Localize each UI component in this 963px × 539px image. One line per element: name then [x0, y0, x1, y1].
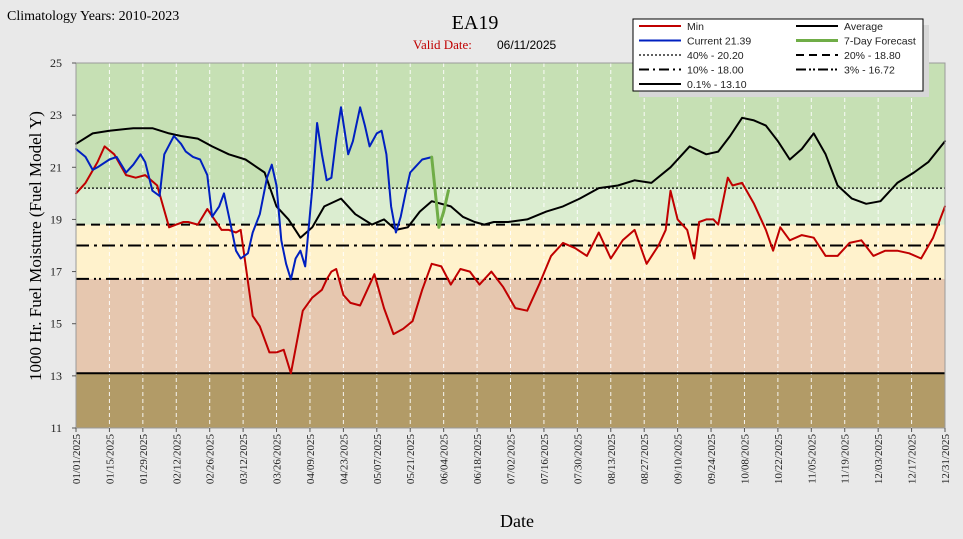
y-tick-label: 23 [50, 108, 62, 122]
y-axis-label: 1000 Hr. Fuel Moisture (Fuel Model Y) [26, 111, 45, 381]
legend-label-current: Current 21.39 [687, 36, 751, 48]
y-tick-label: 19 [50, 212, 62, 226]
threshold-lines [76, 187, 945, 375]
x-tick-label: 05/07/2025 [372, 434, 384, 485]
series-line-current [75, 106, 433, 281]
x-tick-label: 01/15/2025 [104, 434, 116, 485]
legend-label-p40: 40% - 20.20 [687, 50, 744, 62]
y-tick-label: 21 [50, 160, 62, 174]
x-tick-label: 07/16/2025 [539, 434, 551, 485]
x-tick-label: 07/30/2025 [572, 434, 584, 485]
legend-label-p10: 10% - 18.00 [687, 65, 744, 77]
legend-label-p01: 0.1% - 13.10 [687, 79, 747, 91]
x-tick-label: 08/27/2025 [639, 434, 651, 485]
x-tick-label: 02/12/2025 [171, 434, 183, 485]
x-tick-label: 03/26/2025 [272, 434, 284, 485]
series-line-min [75, 145, 946, 375]
x-tick-label: 12/17/2025 [907, 434, 919, 485]
legend-label-p3: 3% - 16.72 [844, 65, 895, 77]
x-tick-label: 12/03/2025 [873, 434, 885, 485]
y-tick-label: 13 [50, 369, 62, 383]
y-tick-label: 25 [50, 56, 62, 70]
x-tick-label: 11/19/2025 [840, 434, 852, 484]
x-tick-label: 07/02/2025 [506, 434, 518, 485]
legend-label-forecast: 7-Day Forecast [844, 36, 916, 48]
x-tick-label: 12/31/2025 [940, 434, 952, 485]
x-tick-label: 10/22/2025 [773, 434, 785, 485]
x-tick-label: 05/21/2025 [405, 434, 417, 485]
chart-title: EA19 [452, 12, 499, 34]
x-tick-label: 09/24/2025 [706, 434, 718, 485]
x-tick-label: 02/26/2025 [205, 434, 217, 485]
x-tick-label: 09/10/2025 [673, 434, 685, 485]
series-line-avg [75, 116, 946, 239]
y-axis: 11 13 15 17 19 21 23 25 [50, 56, 76, 435]
series-lines [75, 106, 946, 375]
climatology-years: Climatology Years: 2010-2023 [7, 9, 179, 24]
x-axis-label: Date [500, 511, 534, 531]
x-tick-label: 11/05/2025 [806, 434, 818, 484]
legend-label-avg: Average [844, 21, 883, 33]
series-line-forecast [430, 155, 450, 229]
x-axis: 01/01/2025 01/15/2025 01/29/2025 02/12/2025… [71, 428, 952, 484]
legend-label-min: Min [687, 21, 704, 33]
x-tick-label: 10/08/2025 [739, 434, 751, 485]
x-tick-label: 04/09/2025 [305, 434, 317, 485]
x-tick-label: 04/23/2025 [338, 434, 350, 485]
valid-date-value: 06/11/2025 [497, 38, 556, 52]
y-tick-label: 15 [50, 317, 62, 331]
legend: Min Average Current 21.39 7-Day Forecast 40%… [632, 18, 929, 97]
valid-date-label: Valid Date: [413, 37, 472, 52]
x-tick-label: 03/12/2025 [238, 434, 250, 485]
x-tick-label: 06/04/2025 [439, 434, 451, 485]
legend-box [632, 18, 924, 92]
x-tick-label: 01/29/2025 [138, 434, 150, 485]
vertical-gridlines [75, 63, 946, 428]
y-tick-label: 17 [50, 265, 62, 279]
x-tick-label: 01/01/2025 [71, 434, 83, 485]
legend-label-p20: 20% - 18.80 [844, 50, 901, 62]
x-tick-label: 08/13/2025 [606, 434, 618, 485]
x-tick-label: 06/18/2025 [472, 434, 484, 485]
y-tick-label: 11 [50, 421, 62, 435]
